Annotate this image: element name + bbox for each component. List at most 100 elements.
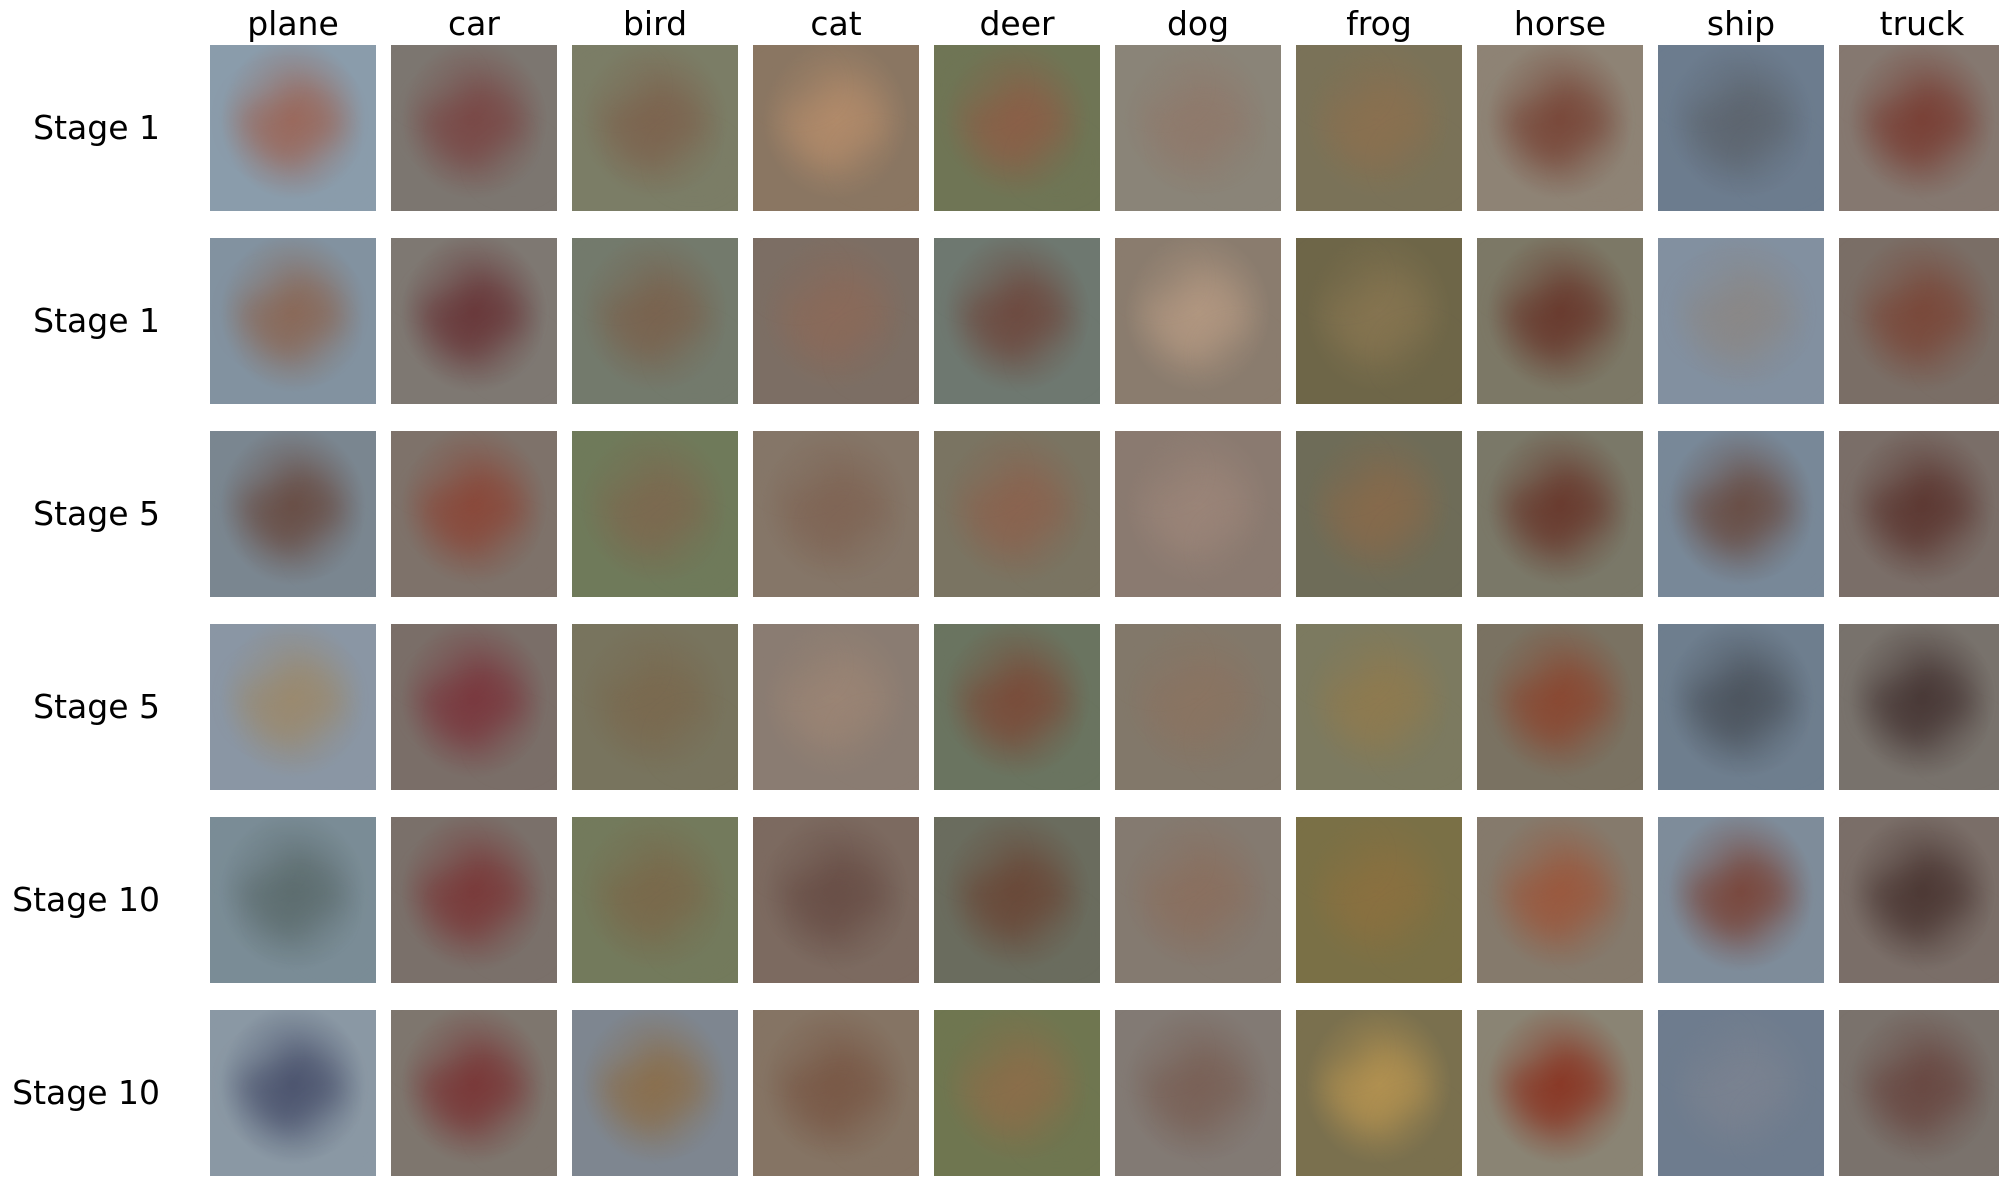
tile-texture (768, 451, 828, 491)
image-tile (1115, 238, 1281, 404)
image-tile (210, 45, 376, 211)
tile-texture (1311, 258, 1371, 298)
tile-texture (848, 912, 903, 957)
tile-texture (1688, 85, 1788, 155)
image-tile (753, 624, 919, 790)
tile-texture (1311, 644, 1371, 684)
image-tile (1115, 817, 1281, 983)
tile-texture (265, 887, 335, 937)
tile-texture (421, 857, 521, 927)
tile-texture (808, 694, 878, 744)
tile-texture (989, 115, 1059, 165)
tile-texture (989, 501, 1059, 551)
row-label: Stage 10 (12, 880, 160, 919)
tile-texture (1713, 887, 1783, 937)
tile-texture (964, 278, 1064, 348)
tile-texture (1351, 308, 1421, 358)
image-tile (1658, 1010, 1824, 1176)
tile-texture (240, 1050, 340, 1120)
tile-texture (587, 451, 647, 491)
image-tile (391, 238, 557, 404)
image-tile (1296, 1010, 1462, 1176)
tile-texture (1210, 333, 1265, 378)
image-tile (1477, 624, 1643, 790)
tile-texture (602, 857, 702, 927)
tile-texture (1145, 471, 1245, 541)
tile-texture (667, 526, 722, 571)
tile-texture (783, 85, 883, 155)
tile-texture (949, 837, 1009, 877)
tile-texture (989, 1080, 1059, 1130)
tile-texture (602, 85, 702, 155)
tile-texture (486, 719, 541, 764)
tile-texture (1869, 1050, 1969, 1120)
tile-texture (1854, 65, 1914, 105)
tile-texture (602, 664, 702, 734)
tile-texture (964, 1050, 1064, 1120)
tile-texture (1492, 451, 1552, 491)
tile-texture (1130, 65, 1190, 105)
tile-texture (964, 85, 1064, 155)
column-label-car: car (448, 4, 500, 43)
tile-texture (808, 115, 878, 165)
tile-texture (1170, 501, 1240, 551)
tile-texture (1029, 1105, 1084, 1150)
tile-texture (1311, 451, 1371, 491)
tile-texture (421, 278, 521, 348)
tile-texture (1492, 258, 1552, 298)
image-tile (1658, 624, 1824, 790)
tile-texture (627, 887, 697, 937)
tile-texture (1894, 115, 1964, 165)
tile-texture (627, 115, 697, 165)
image-tile (1477, 45, 1643, 211)
tile-texture (1572, 140, 1627, 185)
image-tile (1477, 817, 1643, 983)
tile-texture (627, 694, 697, 744)
tile-texture (1854, 451, 1914, 491)
tile-texture (1507, 278, 1607, 348)
tile-texture (265, 694, 335, 744)
tile-texture (1572, 1105, 1627, 1150)
column-label-dog: dog (1166, 4, 1230, 43)
image-tile (1115, 45, 1281, 211)
tile-texture (486, 333, 541, 378)
tile-texture (1170, 1080, 1240, 1130)
tile-texture (421, 85, 521, 155)
tile-texture (1673, 258, 1733, 298)
tile-texture (1894, 694, 1964, 744)
tile-texture (1572, 526, 1627, 571)
tile-texture (265, 501, 335, 551)
row-label: Stage 5 (33, 687, 160, 726)
tile-texture (1170, 115, 1240, 165)
tile-texture (667, 140, 722, 185)
column-label-cat: cat (810, 4, 862, 43)
tile-texture (848, 1105, 903, 1150)
tile-texture (768, 644, 828, 684)
tile-texture (1170, 308, 1240, 358)
tile-texture (1854, 644, 1914, 684)
tile-texture (1688, 471, 1788, 541)
column-label-horse: horse (1513, 4, 1607, 43)
tile-texture (446, 887, 516, 937)
column-label-ship: ship (1706, 4, 1776, 43)
tile-texture (305, 526, 360, 571)
image-tile (1839, 624, 1999, 790)
tile-texture (768, 258, 828, 298)
tile-texture (1130, 1030, 1190, 1070)
image-tile (572, 238, 738, 404)
tile-texture (406, 1030, 466, 1070)
tile-texture (1351, 1080, 1421, 1130)
tile-texture (1210, 140, 1265, 185)
image-tile (1296, 238, 1462, 404)
image-tile (572, 624, 738, 790)
tile-texture (225, 65, 285, 105)
image-tile (572, 817, 738, 983)
tile-texture (1688, 664, 1788, 734)
tile-texture (1351, 115, 1421, 165)
image-tile (1839, 817, 1999, 983)
image-tile (572, 45, 738, 211)
tile-texture (1934, 526, 1989, 571)
tile-texture (265, 1080, 335, 1130)
tile-texture (1311, 837, 1371, 877)
